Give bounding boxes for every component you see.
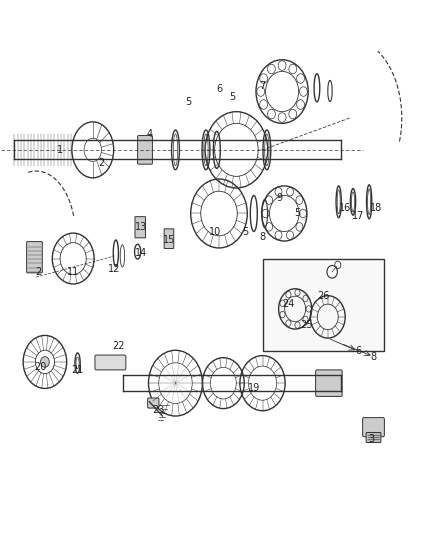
Text: 9: 9 [277,192,283,203]
Text: 25: 25 [300,320,312,330]
Text: 24: 24 [283,298,295,309]
FancyBboxPatch shape [95,355,126,370]
Text: 14: 14 [134,248,147,259]
Text: 5: 5 [294,208,300,219]
Circle shape [41,357,49,367]
Text: 19: 19 [248,383,260,393]
Text: 15: 15 [163,235,175,245]
Text: 23: 23 [152,405,164,415]
Text: 13: 13 [134,222,147,232]
Text: 26: 26 [317,290,330,301]
Text: 20: 20 [34,362,47,372]
FancyBboxPatch shape [316,370,342,397]
Text: 10: 10 [208,227,221,237]
Text: 7: 7 [259,81,266,91]
Text: 8: 8 [259,232,265,243]
Text: 5: 5 [242,227,248,237]
Text: 16: 16 [339,203,351,213]
FancyBboxPatch shape [363,418,385,437]
Text: 17: 17 [352,211,364,221]
Bar [262,259,385,351]
Text: 22: 22 [113,341,125,351]
FancyBboxPatch shape [366,432,381,442]
FancyBboxPatch shape [138,135,152,164]
FancyBboxPatch shape [135,216,145,238]
Text: 2: 2 [35,267,42,277]
Text: 12: 12 [108,264,121,274]
Text: 2: 2 [99,158,105,168]
Text: 21: 21 [71,365,84,375]
FancyBboxPatch shape [164,229,174,248]
FancyBboxPatch shape [148,398,159,408]
Text: 1: 1 [57,145,63,155]
Text: 6: 6 [216,84,222,94]
Text: 18: 18 [370,203,382,213]
Text: 6: 6 [355,346,361,357]
Text: 8: 8 [371,352,377,361]
Text: 4: 4 [146,129,152,139]
Text: 11: 11 [67,267,79,277]
Text: 5: 5 [229,92,235,102]
Text: 5: 5 [185,97,192,107]
FancyBboxPatch shape [27,241,42,273]
Text: 3: 3 [368,434,374,444]
